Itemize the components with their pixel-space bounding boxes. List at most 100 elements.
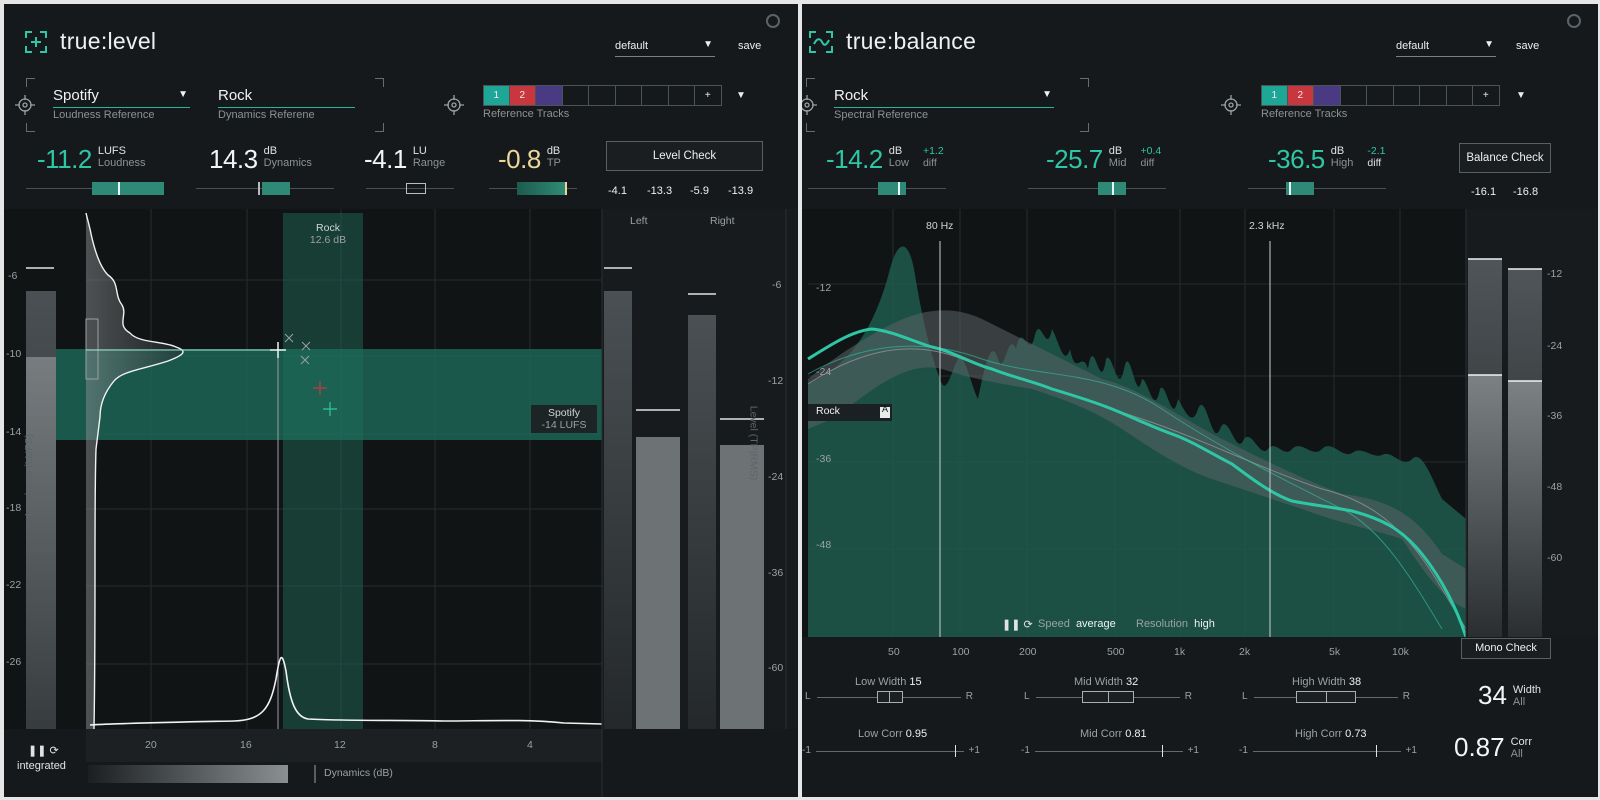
- target-icon[interactable]: [802, 94, 818, 116]
- save-button[interactable]: save: [738, 40, 762, 52]
- reference-track-slot[interactable]: [562, 85, 589, 106]
- preset-dropdown[interactable]: default ▼: [1396, 39, 1496, 57]
- reference-track-slot[interactable]: 1: [1261, 85, 1288, 106]
- level-check-value: -13.3: [647, 185, 673, 197]
- high-band-label: High: [1330, 157, 1354, 169]
- spectral-reference-dropdown[interactable]: Rock ▼: [834, 87, 1054, 108]
- reference-track-slot[interactable]: [589, 85, 616, 106]
- preset-dropdown[interactable]: default ▼: [615, 39, 715, 57]
- reference-track-slot[interactable]: [1393, 85, 1420, 106]
- mid-corr-slider[interactable]: -1 +1: [1021, 745, 1199, 757]
- dynamics-tick: 12: [334, 739, 346, 751]
- dynamics-value: 14.3: [209, 144, 258, 174]
- dynamics-tick: 8: [432, 739, 438, 751]
- rock-band-value: 12.6 dB: [309, 234, 347, 246]
- marker-2-3khz-label: 2.3 kHz: [1249, 220, 1285, 232]
- reference-track-slot[interactable]: [1446, 85, 1473, 106]
- true-balance-logo: true:balance: [808, 28, 976, 55]
- level-check-value: -5.9: [690, 185, 709, 197]
- rock-band-label: Rock 12.6 dB: [308, 222, 348, 246]
- reference-track-slot[interactable]: [1367, 85, 1394, 106]
- low-corr-label: Low Corr 0.95: [858, 728, 927, 740]
- reference-track-slot[interactable]: [1420, 85, 1447, 106]
- dynamics-tick: 4: [527, 739, 533, 751]
- width-all-readout: 34 Width All: [1478, 680, 1541, 711]
- loudness-reference-dropdown[interactable]: Spotify ▼: [53, 87, 190, 108]
- dynamics-reference-dropdown[interactable]: Rock: [218, 87, 355, 108]
- reference-track-slot[interactable]: [615, 85, 642, 106]
- reference-track-slot[interactable]: 1: [483, 85, 510, 106]
- mid-band-slider[interactable]: [1028, 182, 1166, 195]
- save-button[interactable]: save: [1516, 40, 1540, 52]
- reference-tracks[interactable]: 1 2 +: [1261, 85, 1500, 106]
- level-check-value: -13.9: [728, 185, 754, 197]
- pause-reset-controls[interactable]: ❚❚ ⟳: [28, 745, 59, 757]
- dropdown-arrow-icon: ▼: [703, 39, 713, 50]
- slider-left-label: L: [1242, 691, 1248, 702]
- target-icon[interactable]: [1220, 94, 1242, 116]
- spotify-band-label: Spotify -14 LUFS: [531, 405, 597, 433]
- resolution-label: Resolution: [1136, 618, 1188, 630]
- db-tick-right: -60: [1547, 552, 1563, 564]
- true-peak-slider[interactable]: [489, 182, 577, 195]
- high-corr-slider[interactable]: -1 +1: [1239, 745, 1417, 757]
- db-tick-left: -12: [816, 282, 832, 294]
- low-band-slider[interactable]: [808, 182, 946, 195]
- reference-track-slot[interactable]: [642, 85, 669, 106]
- speed-control[interactable]: Speed average: [1038, 618, 1116, 630]
- low-corr-slider[interactable]: -1 +1: [802, 745, 980, 757]
- reference-tracks-dropdown-icon[interactable]: ▼: [736, 90, 746, 101]
- bracket: [806, 123, 815, 132]
- dropdown-arrow-icon: ▼: [1484, 39, 1494, 50]
- dynamics-reference-value: Rock: [218, 87, 253, 104]
- range-slider[interactable]: [366, 182, 454, 195]
- low-band-value: -14.2: [826, 144, 883, 174]
- mid-corr-caption: Mid Corr: [1080, 728, 1123, 740]
- reference-track-slot[interactable]: 2: [509, 85, 536, 106]
- loudness-label: Loudness: [97, 157, 146, 169]
- dropdown-arrow-icon: ▼: [178, 89, 188, 100]
- level-check-button[interactable]: Level Check: [606, 141, 763, 171]
- mode-integrated[interactable]: integrated: [17, 760, 66, 772]
- low-band-label: Low: [888, 157, 909, 169]
- add-reference-track-button[interactable]: +: [695, 85, 722, 106]
- loudness-dynamics-graph: [4, 209, 798, 797]
- resolution-control[interactable]: Resolution high: [1136, 618, 1215, 630]
- reference-track-slot[interactable]: [1340, 85, 1367, 106]
- target-icon[interactable]: [443, 94, 465, 116]
- settings-gear-icon[interactable]: [766, 14, 780, 28]
- spotify-band-value: -14 LUFS: [541, 419, 587, 431]
- dynamics-axis-label: Dynamics (dB): [324, 767, 393, 779]
- mono-check-button[interactable]: Mono Check: [1461, 638, 1551, 659]
- loudness-tick: -26: [6, 656, 22, 668]
- reference-track-slot[interactable]: [1314, 85, 1341, 106]
- reference-track-slot[interactable]: [536, 85, 563, 106]
- reference-tracks-dropdown-icon[interactable]: ▼: [1516, 90, 1526, 101]
- rock-band-name: Rock: [316, 222, 340, 234]
- low-width-value: 15: [909, 676, 922, 688]
- dynamics-slider[interactable]: [196, 182, 334, 195]
- reference-track-slot[interactable]: [668, 85, 695, 106]
- width-all-label: Width: [1512, 683, 1542, 696]
- low-corr-caption: Low Corr: [858, 728, 903, 740]
- true-peak-unit: dB: [546, 145, 561, 157]
- settings-gear-icon[interactable]: [1567, 14, 1581, 28]
- loudness-slider[interactable]: [26, 182, 164, 195]
- high-corr-caption: High Corr: [1295, 728, 1343, 740]
- reference-tracks[interactable]: 1 2 +: [483, 85, 722, 106]
- preset-value: default: [615, 40, 649, 52]
- reference-track-slot[interactable]: 2: [1287, 85, 1314, 106]
- high-width-caption: High Width: [1292, 676, 1346, 688]
- add-reference-track-button[interactable]: +: [1473, 85, 1500, 106]
- balance-check-button[interactable]: Balance Check: [1459, 143, 1551, 173]
- loudness-tick: -22: [6, 579, 22, 591]
- curve-logo-icon: [809, 30, 833, 53]
- high-band-slider[interactable]: [1248, 182, 1386, 195]
- target-icon[interactable]: [14, 94, 36, 116]
- mid-band-unit: dB: [1108, 145, 1123, 157]
- pause-reset-controls[interactable]: ❚❚ ⟳: [1002, 619, 1033, 631]
- loudness-axis-label: Loudness (LUFS): [23, 433, 36, 517]
